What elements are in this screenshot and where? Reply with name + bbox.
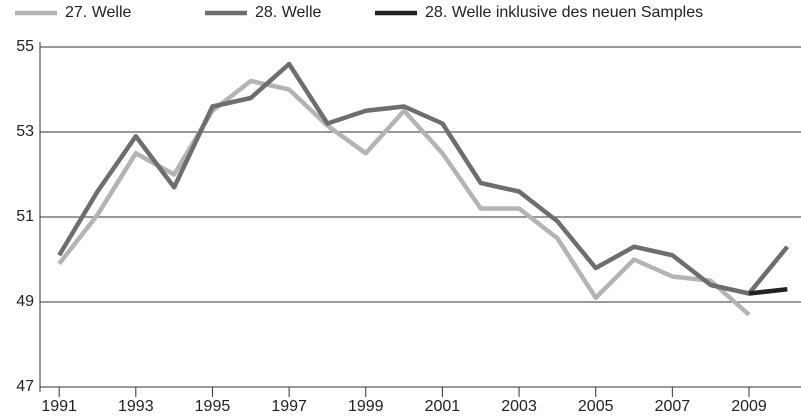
y-tick-label: 49	[16, 293, 34, 310]
x-tick-label: 2005	[578, 398, 614, 415]
x-tick-label: 2001	[425, 398, 461, 415]
x-tick-label: 1999	[348, 398, 384, 415]
series-line	[57, 61, 790, 296]
y-tick-label: 55	[16, 38, 34, 55]
legend-label: 27. Welle	[65, 4, 132, 21]
x-tick-label: 2007	[655, 398, 691, 415]
legend-label: 28. Welle inklusive des neuen Samples	[425, 4, 703, 21]
y-tick-label: 51	[16, 208, 34, 225]
x-tick-label: 2009	[731, 398, 767, 415]
y-tick-label: 53	[16, 123, 34, 140]
x-tick-label: 1997	[271, 398, 307, 415]
legend-label: 28. Welle	[255, 4, 322, 21]
x-tick-label: 1993	[118, 398, 154, 415]
series-line	[57, 78, 751, 317]
x-tick-label: 2003	[501, 398, 537, 415]
series-line	[748, 287, 788, 296]
x-tick-label: 1995	[195, 398, 231, 415]
y-tick-label: 47	[16, 378, 34, 395]
x-tick-label: 1991	[41, 398, 77, 415]
